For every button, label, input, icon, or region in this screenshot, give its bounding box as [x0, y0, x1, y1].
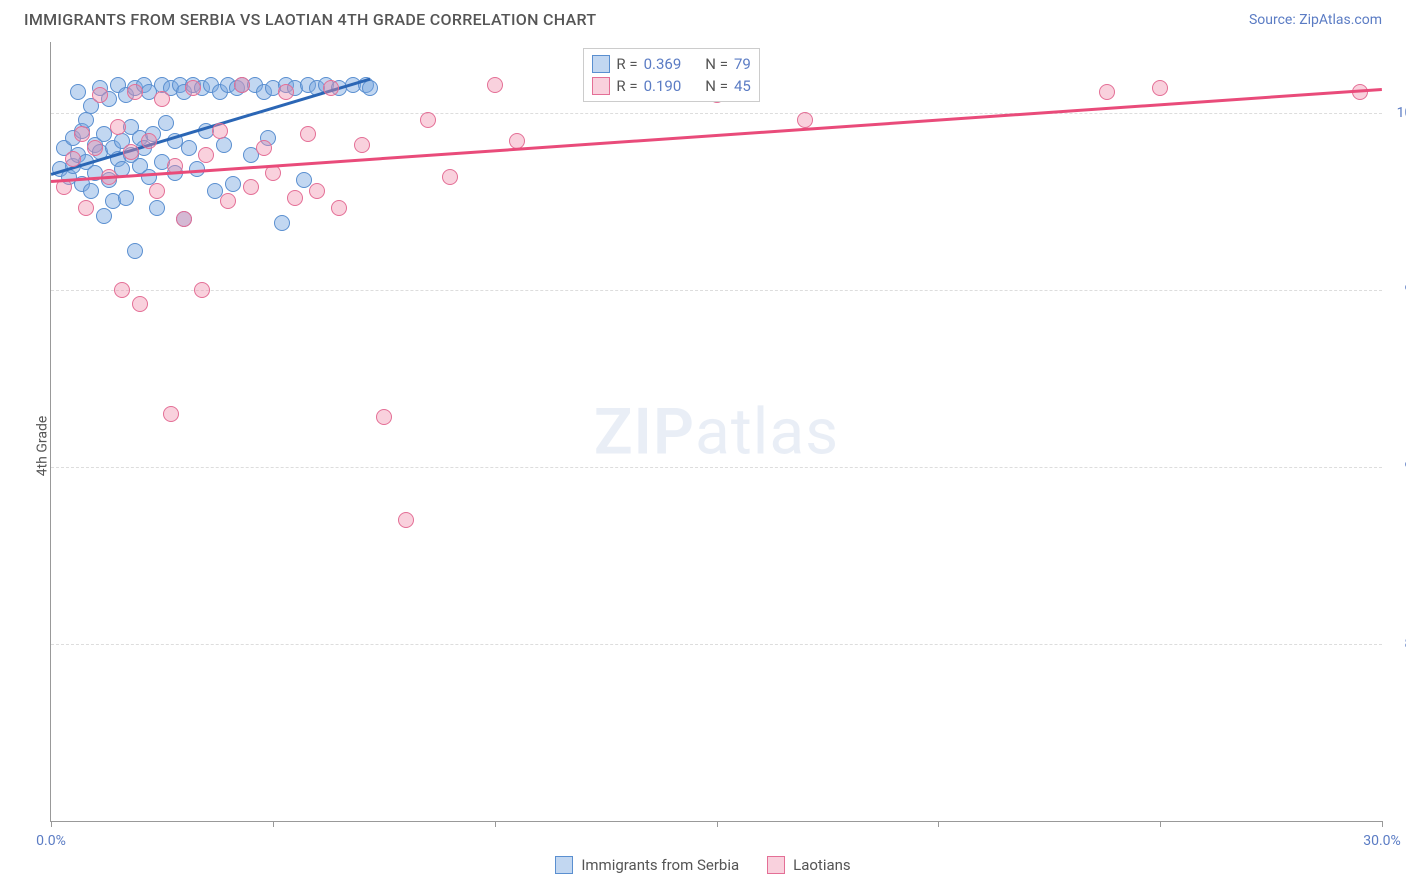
- stats-r-value: 0.369: [644, 55, 682, 73]
- data-point: [1099, 84, 1115, 100]
- data-point: [274, 215, 290, 231]
- stats-box: R = 0.369 N = 79 R = 0.190 N = 45: [583, 48, 759, 102]
- data-point: [70, 84, 86, 100]
- data-point: [158, 115, 174, 131]
- data-point: [420, 112, 436, 128]
- legend-label-serbia: Immigrants from Serbia: [581, 856, 739, 874]
- data-point: [78, 200, 94, 216]
- data-point: [198, 147, 214, 163]
- x-tick: [51, 821, 52, 827]
- data-point: [354, 137, 370, 153]
- stats-n-value: 45: [734, 77, 751, 95]
- stats-n-label: N =: [705, 55, 728, 73]
- data-point: [287, 190, 303, 206]
- data-point: [141, 133, 157, 149]
- data-point: [398, 512, 414, 528]
- data-point: [234, 77, 250, 93]
- plot-region: ZIPatlas 85.0%90.0%95.0%100.0%0.0%30.0%R…: [50, 42, 1382, 822]
- data-point: [149, 183, 165, 199]
- data-point: [123, 144, 139, 160]
- x-tick: [938, 821, 939, 827]
- data-point: [83, 183, 99, 199]
- x-tick: [717, 821, 718, 827]
- x-tick: [1382, 821, 1383, 827]
- y-tick-label: 90.0%: [1387, 459, 1406, 475]
- y-axis-label: 4th Grade: [34, 416, 50, 477]
- data-point: [96, 208, 112, 224]
- source-name: ZipAtlas.com: [1299, 12, 1382, 28]
- gridline: [51, 467, 1382, 468]
- stats-r-value: 0.190: [644, 77, 682, 95]
- data-point: [225, 176, 241, 192]
- stats-n-label: N =: [705, 77, 728, 95]
- stats-n-value: 79: [734, 55, 751, 73]
- data-point: [92, 87, 108, 103]
- x-tick-label: 0.0%: [36, 833, 66, 849]
- data-point: [309, 183, 325, 199]
- legend-item-laotians: Laotians: [767, 856, 851, 874]
- data-point: [149, 200, 165, 216]
- gridline: [51, 290, 1382, 291]
- chart-source: Source: ZipAtlas.com: [1249, 12, 1382, 28]
- watermark-zip: ZIP: [594, 394, 695, 469]
- data-point: [74, 126, 90, 142]
- stats-row: R = 0.369 N = 79: [592, 53, 750, 75]
- data-point: [487, 77, 503, 93]
- data-point: [442, 169, 458, 185]
- data-point: [216, 137, 232, 153]
- chart-area: ZIPatlas 85.0%90.0%95.0%100.0%0.0%30.0%R…: [50, 42, 1382, 822]
- data-point: [1152, 80, 1168, 96]
- stats-r-label: R =: [616, 55, 637, 73]
- y-tick-label: 95.0%: [1387, 282, 1406, 298]
- gridline: [51, 644, 1382, 645]
- chart-header: IMMIGRANTS FROM SERBIA VS LAOTIAN 4TH GR…: [0, 0, 1406, 35]
- data-point: [797, 112, 813, 128]
- data-point: [127, 243, 143, 259]
- chart-title: IMMIGRANTS FROM SERBIA VS LAOTIAN 4TH GR…: [24, 10, 596, 29]
- data-point: [212, 123, 228, 139]
- data-point: [194, 282, 210, 298]
- stats-r-label: R =: [616, 77, 637, 95]
- x-tick-label: 30.0%: [1363, 833, 1401, 849]
- data-point: [132, 296, 148, 312]
- data-point: [163, 406, 179, 422]
- stats-swatch: [592, 77, 610, 95]
- data-point: [331, 200, 347, 216]
- data-point: [154, 91, 170, 107]
- bottom-legend: Immigrants from Serbia Laotians: [0, 856, 1406, 874]
- x-tick: [273, 821, 274, 827]
- data-point: [176, 211, 192, 227]
- data-point: [300, 126, 316, 142]
- data-point: [127, 84, 143, 100]
- legend-item-serbia: Immigrants from Serbia: [555, 856, 739, 874]
- y-tick-label: 100.0%: [1387, 105, 1406, 121]
- watermark-atlas: atlas: [695, 394, 839, 469]
- y-tick-label: 85.0%: [1387, 636, 1406, 652]
- data-point: [118, 190, 134, 206]
- stats-row: R = 0.190 N = 45: [592, 75, 750, 97]
- data-point: [114, 282, 130, 298]
- data-point: [278, 84, 294, 100]
- stats-swatch: [592, 55, 610, 73]
- watermark: ZIPatlas: [594, 394, 839, 469]
- data-point: [110, 119, 126, 135]
- data-point: [323, 80, 339, 96]
- data-point: [65, 151, 81, 167]
- data-point: [362, 80, 378, 96]
- x-tick: [495, 821, 496, 827]
- data-point: [220, 193, 236, 209]
- data-point: [256, 140, 272, 156]
- data-point: [243, 179, 259, 195]
- x-tick: [1160, 821, 1161, 827]
- data-point: [87, 140, 103, 156]
- data-point: [181, 140, 197, 156]
- legend-swatch-laotians: [767, 856, 785, 874]
- legend-label-laotians: Laotians: [793, 856, 851, 874]
- data-point: [376, 409, 392, 425]
- source-prefix: Source:: [1249, 12, 1299, 28]
- data-point: [185, 80, 201, 96]
- legend-swatch-serbia: [555, 856, 573, 874]
